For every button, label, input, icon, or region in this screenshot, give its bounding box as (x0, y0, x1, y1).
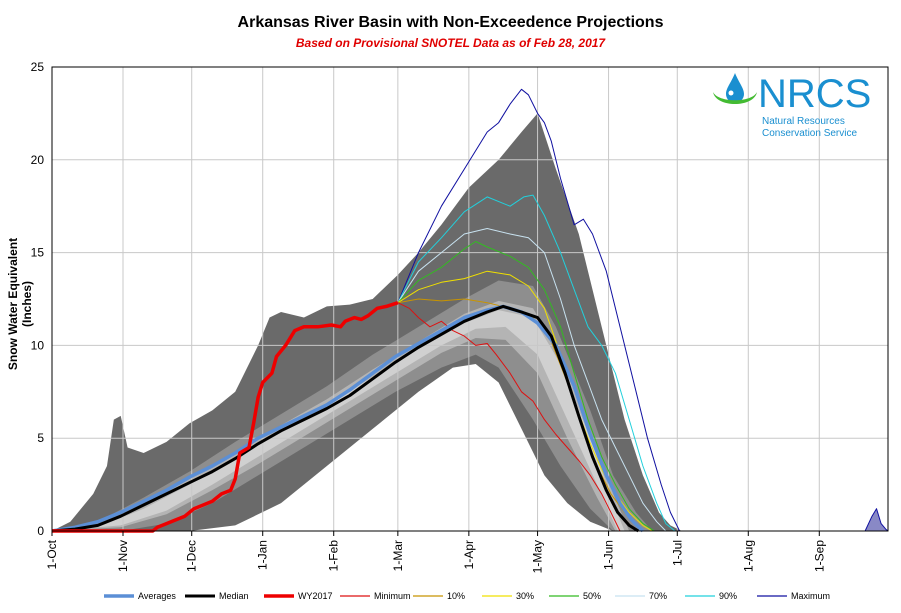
x-tick-label: 1-Oct (45, 539, 59, 569)
x-tick-label: 1-Sep (812, 540, 826, 572)
x-tick-label: 1-Nov (116, 540, 130, 572)
logo-line2: Conservation Service (762, 128, 857, 139)
legend-label: 70% (649, 591, 667, 601)
legend-label: 10% (447, 591, 465, 601)
series-line-90pct (397, 194, 676, 532)
percentile-band-outer (52, 113, 682, 532)
y-tick-label: 15 (31, 246, 45, 260)
legend-label: Averages (138, 591, 176, 601)
x-tick-label: 1-Feb (327, 540, 341, 572)
series-line-70pct (397, 228, 667, 532)
plot-border (51, 66, 889, 532)
series-line-averages (51, 304, 645, 533)
series-line-wy2017 (52, 301, 399, 533)
x-tick-label: 1-Dec (185, 540, 199, 572)
x-tick-label: 1-May (531, 540, 545, 573)
logo-line1: Natural Resources (762, 116, 845, 127)
legend-label: WY2017 (298, 591, 333, 601)
y-tick-label: 25 (31, 60, 45, 74)
y-tick-label: 0 (37, 524, 44, 538)
series-line-maximum (397, 88, 681, 532)
x-tick-label: 1-Jan (256, 540, 270, 570)
series-line-50pct (397, 241, 655, 532)
y-tick-label: 20 (31, 153, 45, 167)
legend-label: 30% (516, 591, 534, 601)
y-tick-label: 10 (31, 338, 45, 352)
chart-title: Arkansas River Basin with Non-Exceedence… (237, 14, 664, 31)
legend-label: 90% (719, 591, 737, 601)
y-tick-label: 5 (37, 431, 44, 445)
x-tick-label: 1-Mar (391, 540, 405, 571)
series-line-30pct (397, 270, 653, 532)
x-tick-label: 1-Jun (602, 540, 616, 570)
legend-label: 50% (583, 591, 601, 601)
chart-subtitle: Based on Provisional SNOTEL Data as of F… (295, 36, 606, 50)
water-drop-icon (726, 73, 744, 103)
x-tick-label: 1-Aug (741, 540, 755, 572)
legend-label: Median (219, 591, 249, 601)
legend-label: Minimum (374, 591, 411, 601)
logo-name: NRCS (758, 72, 871, 116)
swoosh-icon (713, 92, 757, 104)
series-line-minimum (397, 302, 621, 532)
series-line-median (51, 304, 640, 533)
legend-label: Maximum (791, 591, 830, 601)
x-tick-label: 1-Apr (462, 540, 476, 569)
nrcs-logo: NRCS Natural Resources Conservation Serv… (713, 72, 871, 139)
x-tick-label: 1-Jul (670, 540, 684, 566)
